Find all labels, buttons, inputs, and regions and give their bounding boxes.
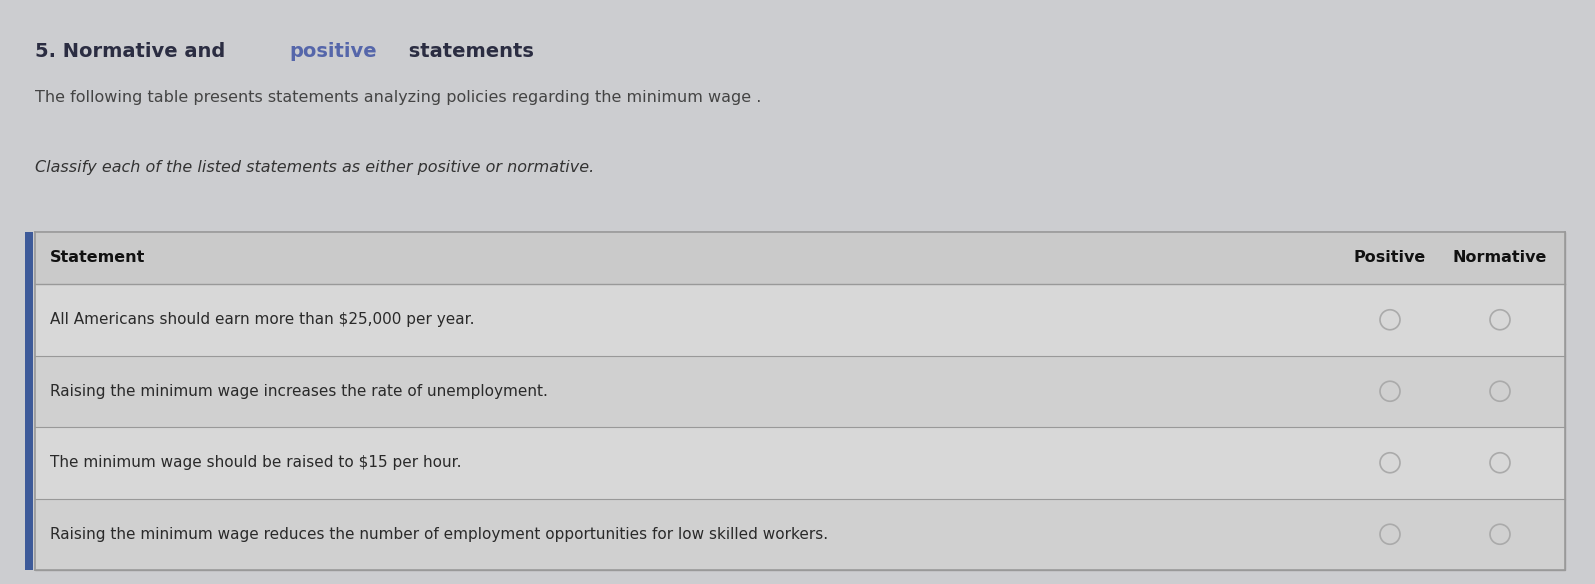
Text: Positive: Positive: [1354, 251, 1426, 266]
Text: All Americans should earn more than $25,000 per year.: All Americans should earn more than $25,…: [49, 312, 474, 327]
Text: Raising the minimum wage reduces the number of employment opportunities for low : Raising the minimum wage reduces the num…: [49, 527, 828, 542]
Bar: [35, 427, 1565, 499]
Bar: [35, 232, 1565, 570]
Text: The following table presents statements analyzing policies regarding the minimum: The following table presents statements …: [35, 90, 761, 105]
Text: Statement: Statement: [49, 251, 145, 266]
Text: Raising the minimum wage increases the rate of unemployment.: Raising the minimum wage increases the r…: [49, 384, 547, 399]
Text: Normative: Normative: [1453, 251, 1547, 266]
Bar: [35, 284, 1565, 356]
Bar: [35, 232, 1565, 284]
Bar: [35, 499, 1565, 570]
Text: The minimum wage should be raised to $15 per hour.: The minimum wage should be raised to $15…: [49, 456, 461, 470]
Bar: [26, 232, 33, 570]
Text: Classify each of the listed statements as either positive or normative.: Classify each of the listed statements a…: [35, 160, 595, 175]
Text: positive: positive: [289, 42, 376, 61]
Text: 5. Normative and: 5. Normative and: [35, 42, 231, 61]
Text: statements: statements: [402, 42, 534, 61]
Bar: [35, 356, 1565, 427]
